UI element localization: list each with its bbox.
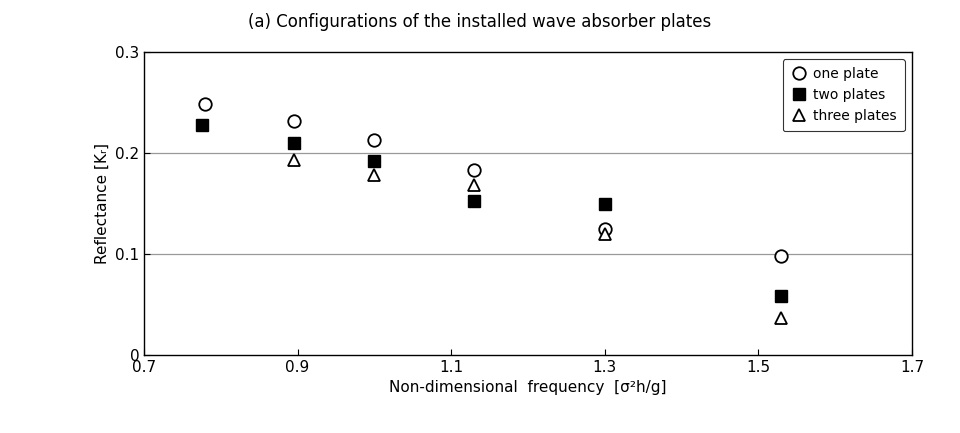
one plate xyxy=(200,102,211,107)
one plate xyxy=(468,168,480,173)
three plates xyxy=(288,158,300,163)
two plates xyxy=(599,201,611,206)
Text: (a) Configurations of the installed wave absorber plates: (a) Configurations of the installed wave… xyxy=(249,13,711,31)
Legend: one plate, two plates, three plates: one plate, two plates, three plates xyxy=(782,59,905,132)
two plates xyxy=(776,294,787,299)
Line: one plate: one plate xyxy=(199,98,788,262)
one plate xyxy=(776,253,787,259)
three plates xyxy=(369,173,380,178)
one plate xyxy=(369,137,380,142)
two plates xyxy=(468,199,480,204)
three plates xyxy=(599,231,611,236)
one plate xyxy=(288,118,300,123)
three plates xyxy=(776,315,787,320)
Line: three plates: three plates xyxy=(288,155,787,323)
Line: two plates: two plates xyxy=(196,119,787,302)
X-axis label: Non-dimensional  frequency  [σ²h/g]: Non-dimensional frequency [σ²h/g] xyxy=(389,381,667,395)
two plates xyxy=(369,158,380,164)
Y-axis label: Reflectance [Kᵣ]: Reflectance [Kᵣ] xyxy=(94,143,109,264)
one plate xyxy=(599,226,611,231)
two plates xyxy=(196,122,207,127)
two plates xyxy=(288,140,300,145)
three plates xyxy=(468,183,480,188)
